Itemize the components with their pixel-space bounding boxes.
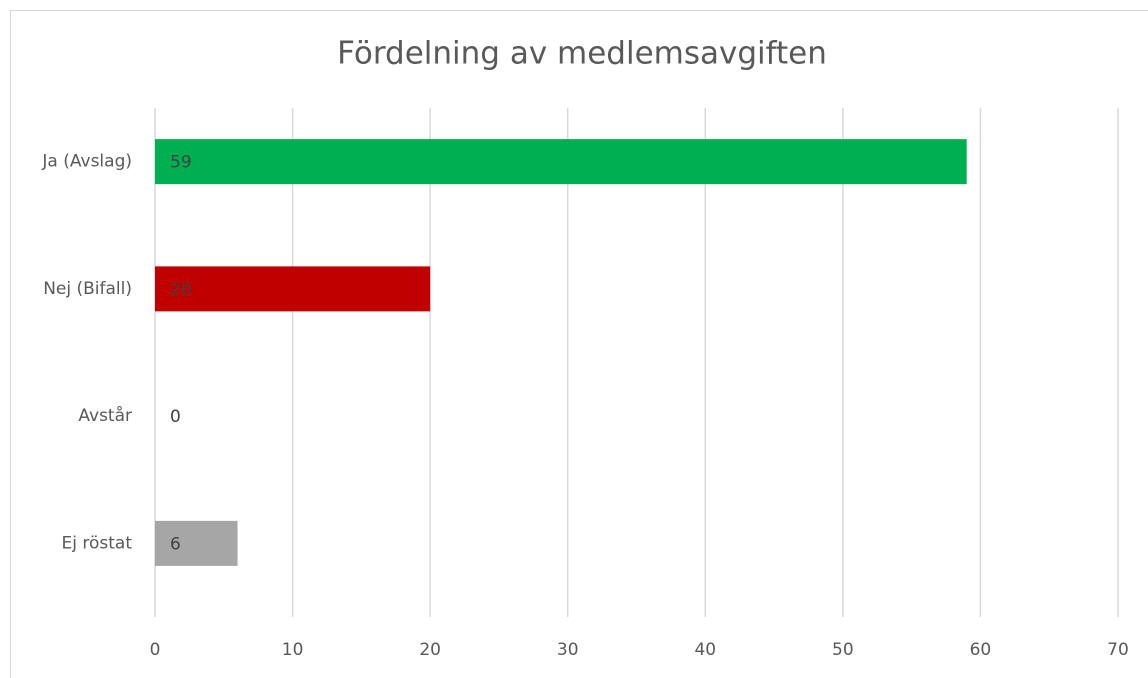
y-tick-label: Ej röstat bbox=[62, 533, 133, 553]
x-tick-label: 20 bbox=[419, 640, 441, 660]
data-label: 0 bbox=[170, 407, 181, 427]
x-tick-label: 50 bbox=[832, 640, 854, 660]
x-tick-label: 70 bbox=[1107, 640, 1129, 660]
chart-border bbox=[10, 10, 1148, 678]
bar bbox=[155, 520, 238, 566]
data-label: 6 bbox=[170, 534, 181, 554]
y-tick-label: Avstår bbox=[78, 405, 132, 426]
bar bbox=[155, 139, 967, 185]
data-label: 59 bbox=[170, 153, 192, 173]
chart-title: Fördelning av medlemsavgiften bbox=[337, 36, 827, 72]
bar bbox=[155, 266, 431, 312]
x-tick-label: 40 bbox=[694, 640, 716, 660]
x-tick-label: 10 bbox=[282, 640, 304, 660]
y-tick-label: Nej (Bifall) bbox=[43, 279, 132, 299]
x-tick-label: 0 bbox=[150, 640, 161, 660]
y-tick-label: Ja (Avslag) bbox=[41, 152, 132, 172]
x-tick-label: 60 bbox=[970, 640, 992, 660]
x-tick-label: 30 bbox=[557, 640, 579, 660]
data-label: 20 bbox=[170, 280, 192, 300]
